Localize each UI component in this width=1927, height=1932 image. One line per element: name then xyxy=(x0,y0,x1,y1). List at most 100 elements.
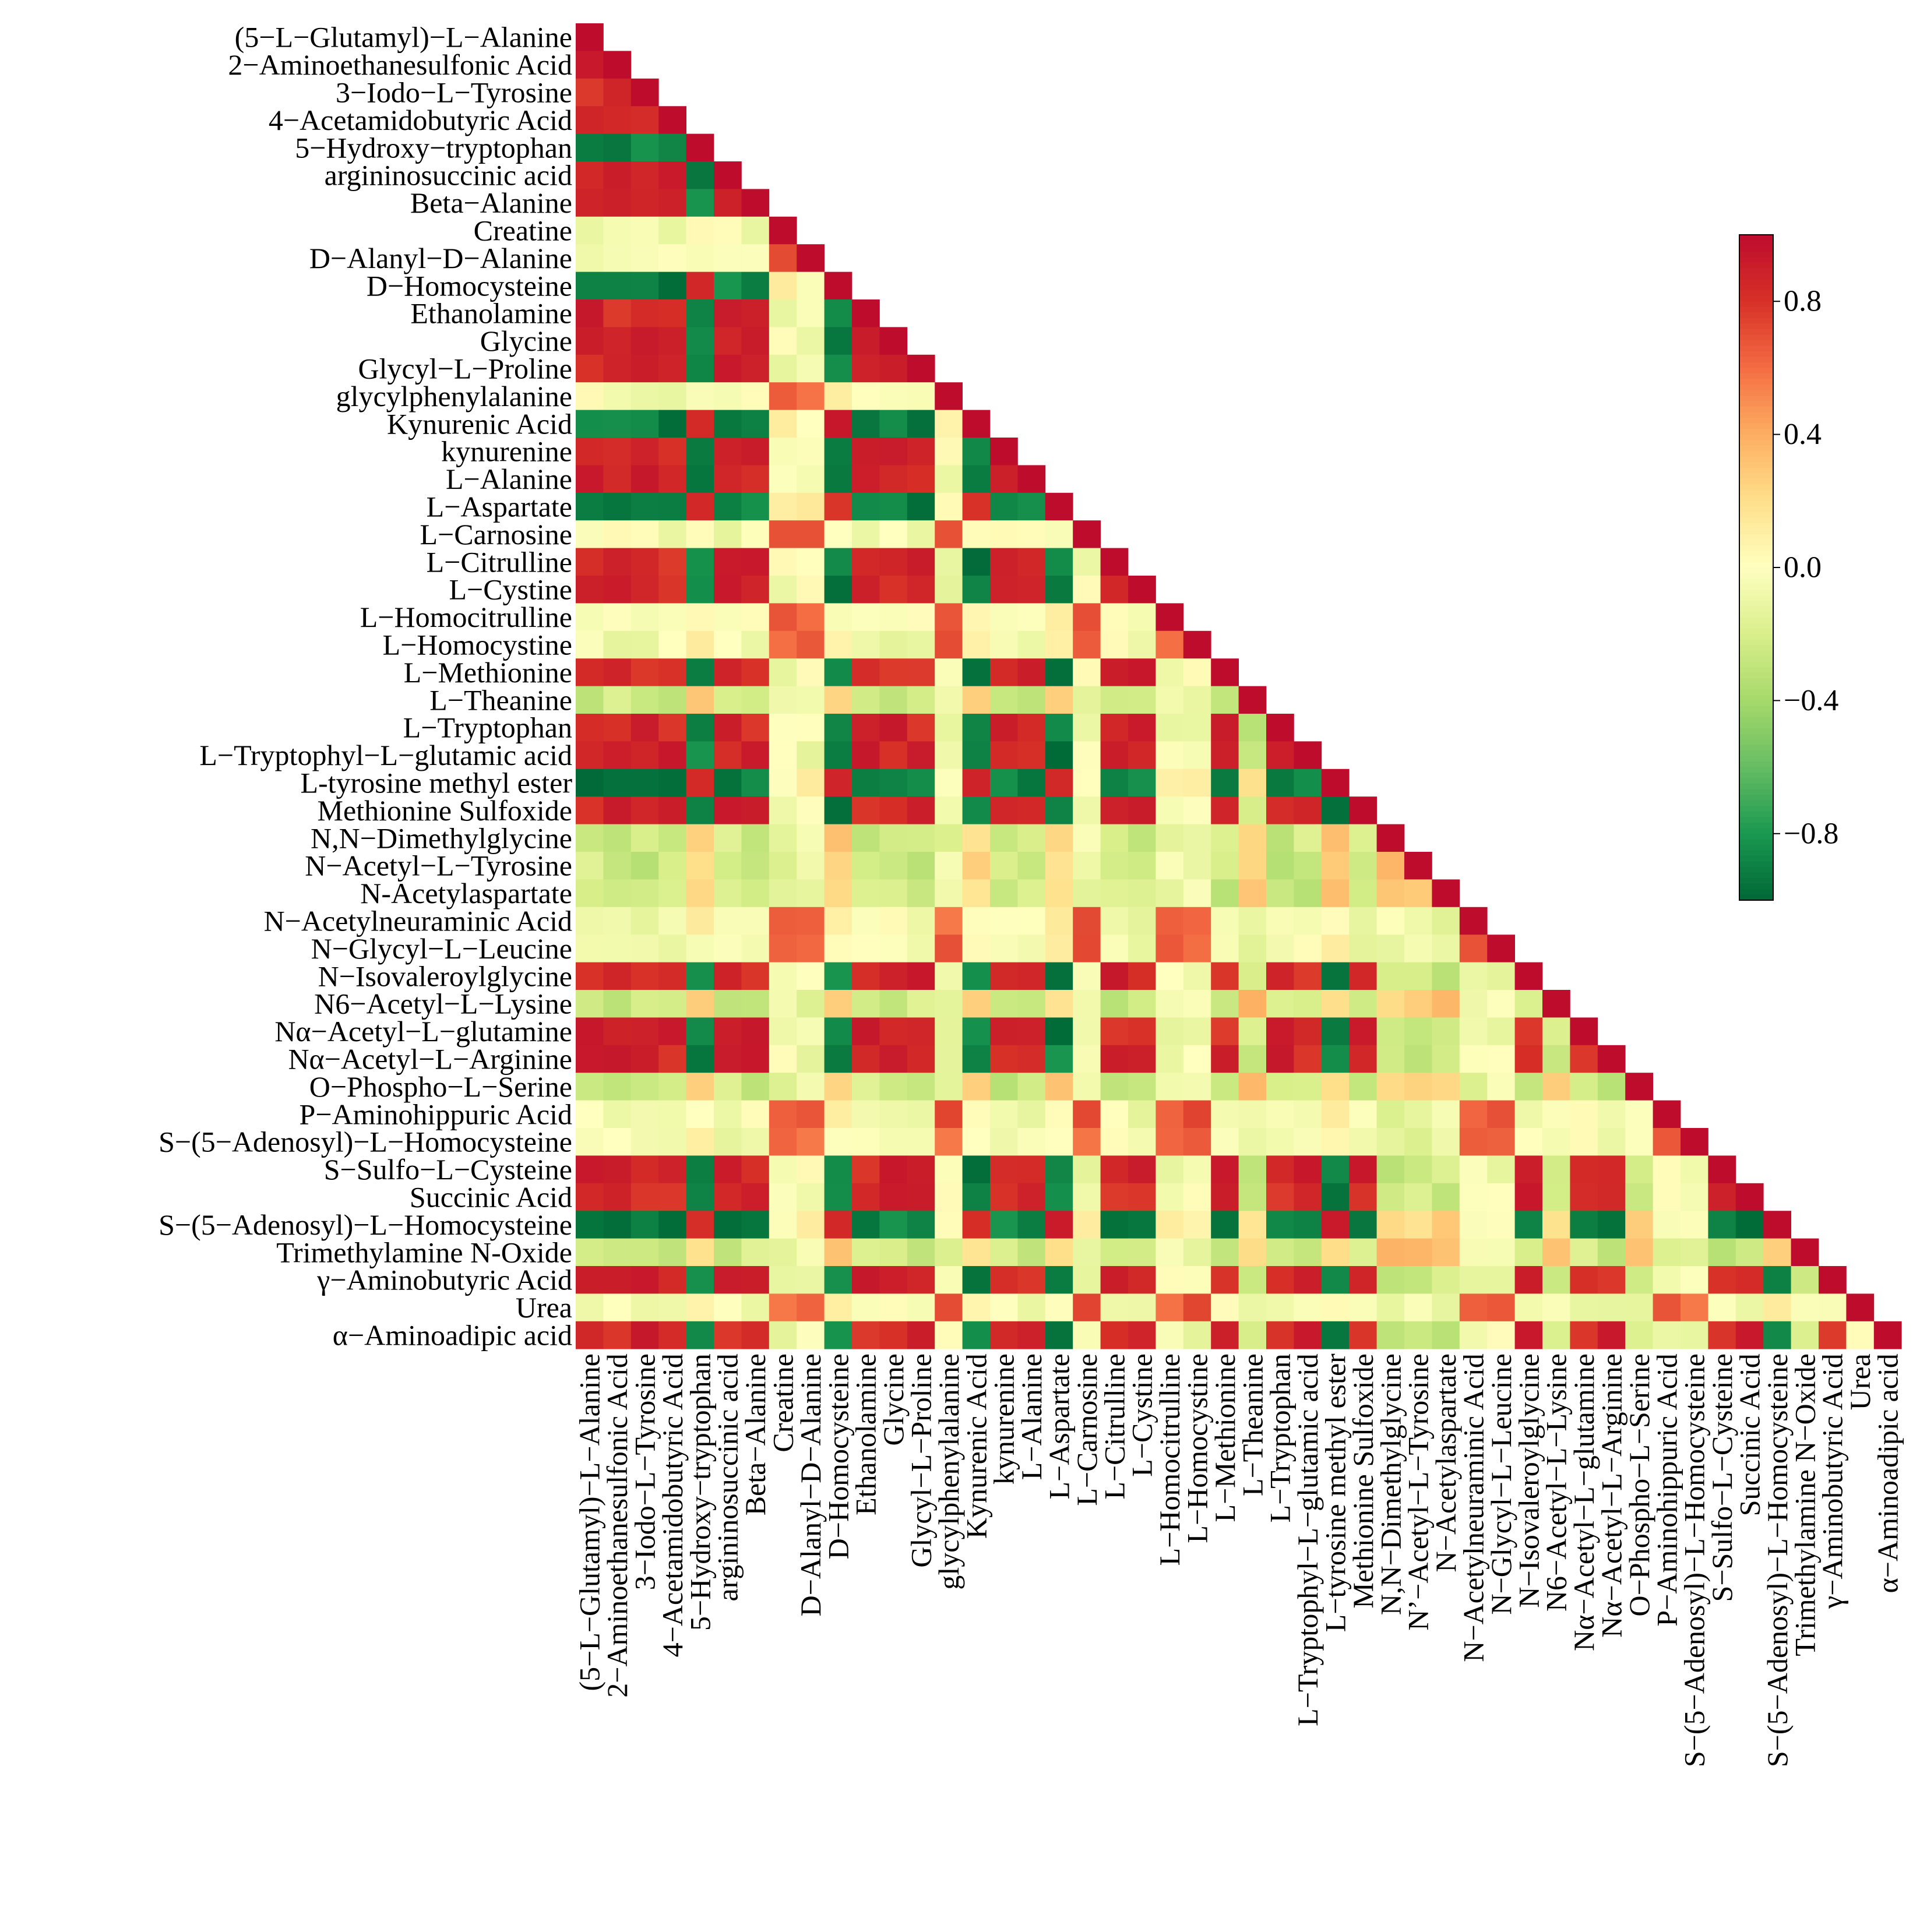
colorbar-segment xyxy=(1739,700,1773,707)
heatmap-cell xyxy=(1128,576,1156,604)
heatmap-cell xyxy=(1017,768,1046,797)
heatmap-cell xyxy=(1128,714,1156,742)
heatmap-cell xyxy=(686,714,714,742)
colorbar-segment xyxy=(1739,423,1773,429)
heatmap-cell xyxy=(769,1073,797,1101)
heatmap-cell xyxy=(630,299,659,327)
row-label: L−Homocitrulline xyxy=(360,601,572,633)
heatmap-cell xyxy=(630,824,659,852)
row-label: 4−Acetamidobutyric Acid xyxy=(269,104,572,136)
heatmap-cell xyxy=(1128,1155,1156,1184)
heatmap-cell xyxy=(990,548,1018,576)
colorbar-segment xyxy=(1739,628,1773,634)
heatmap-cell xyxy=(1183,714,1211,742)
heatmap-cell xyxy=(1073,962,1101,990)
colorbar-segment xyxy=(1739,429,1773,435)
heatmap-cell xyxy=(879,1321,908,1349)
heatmap-cell xyxy=(990,879,1018,908)
heatmap-cell xyxy=(686,658,714,686)
heatmap-cell xyxy=(1321,990,1350,1018)
heatmap-cell xyxy=(962,1321,991,1349)
heatmap-cell xyxy=(852,576,880,604)
heatmap-cell xyxy=(576,23,604,51)
heatmap-cell xyxy=(769,354,797,383)
row-label: Nα−Acetyl−L−glutamine xyxy=(274,1015,572,1048)
heatmap-cell xyxy=(1183,879,1211,908)
heatmap-cell xyxy=(714,630,742,659)
heatmap-cell xyxy=(962,879,991,908)
heatmap-cell xyxy=(603,576,632,604)
colorbar-segment xyxy=(1739,357,1773,363)
heatmap-cell xyxy=(630,1155,659,1184)
heatmap-cell xyxy=(1128,935,1156,963)
heatmap-cell xyxy=(714,492,742,521)
heatmap-cell xyxy=(852,1211,880,1239)
heatmap-cell xyxy=(1211,1211,1239,1239)
heatmap-cell xyxy=(852,907,880,935)
heatmap-cell xyxy=(935,714,963,742)
heatmap-cell xyxy=(1266,1238,1294,1267)
heatmap-cell xyxy=(741,714,770,742)
heatmap-cell xyxy=(1045,768,1073,797)
heatmap-cell xyxy=(1100,1100,1129,1129)
heatmap-cell xyxy=(630,1293,659,1322)
column-label: O−Phospho−L−Serine xyxy=(1623,1353,1655,1616)
heatmap-cell xyxy=(824,1128,852,1156)
heatmap-cell xyxy=(769,1100,797,1129)
heatmap-cell xyxy=(576,1073,604,1101)
heatmap-cell xyxy=(824,1017,852,1046)
heatmap-cell xyxy=(1128,1321,1156,1349)
colorbar-segment xyxy=(1739,612,1773,618)
heatmap-cell xyxy=(1681,1128,1708,1156)
heatmap-cell xyxy=(962,1238,991,1267)
row-label: Succinic Acid xyxy=(410,1181,572,1214)
colorbar-segment xyxy=(1739,584,1773,590)
heatmap-cell xyxy=(714,1321,742,1349)
row-label: N−Acetylneuraminic Acid xyxy=(264,905,572,937)
heatmap-cell xyxy=(576,410,604,438)
heatmap-cell xyxy=(603,492,632,521)
heatmap-cell xyxy=(1570,1155,1598,1184)
heatmap-cell xyxy=(1045,1155,1073,1184)
heatmap-cell xyxy=(576,741,604,770)
heatmap-cell xyxy=(630,658,659,686)
colorbar-segment xyxy=(1739,784,1773,790)
heatmap-cell xyxy=(1045,852,1073,880)
heatmap-cell xyxy=(1653,1128,1681,1156)
colorbar-segment xyxy=(1739,761,1773,768)
column-label: γ−Aminobutyric Acid xyxy=(1816,1353,1849,1609)
heatmap-cell xyxy=(576,1211,604,1239)
heatmap-cell xyxy=(686,1321,714,1349)
heatmap-cell xyxy=(1653,1266,1681,1294)
colorbar-segment xyxy=(1739,418,1773,424)
heatmap-cell xyxy=(1404,1155,1432,1184)
heatmap-cell xyxy=(935,1073,963,1101)
heatmap-cell xyxy=(576,796,604,824)
heatmap-cell xyxy=(741,438,770,466)
colorbar-segment xyxy=(1739,889,1773,896)
heatmap-cell xyxy=(1238,935,1267,963)
heatmap-cell xyxy=(797,1266,825,1294)
heatmap-cell xyxy=(1294,879,1322,908)
column-label: Creatine xyxy=(767,1353,799,1452)
column-label: 3−Iodo−L−Tyrosine xyxy=(629,1353,661,1590)
heatmap-cell xyxy=(658,354,686,383)
heatmap-cell xyxy=(1238,1238,1267,1267)
heatmap-cell xyxy=(686,741,714,770)
column-label: L−Carnosine xyxy=(1070,1353,1103,1506)
colorbar-segment xyxy=(1739,601,1773,607)
heatmap-cell xyxy=(990,1045,1018,1073)
heatmap-cell xyxy=(935,630,963,659)
heatmap-cell xyxy=(769,1155,797,1184)
heatmap-cell xyxy=(990,576,1018,604)
heatmap-cell xyxy=(1459,1266,1488,1294)
colorbar-segment xyxy=(1739,883,1773,890)
heatmap-cell xyxy=(1238,1045,1267,1073)
heatmap-cell xyxy=(962,630,991,659)
heatmap-cell xyxy=(769,492,797,521)
heatmap-cell xyxy=(1653,1293,1681,1322)
heatmap-cell xyxy=(879,465,908,493)
heatmap-cell xyxy=(935,1321,963,1349)
heatmap-cell xyxy=(852,382,880,410)
heatmap-cell xyxy=(603,1045,632,1073)
